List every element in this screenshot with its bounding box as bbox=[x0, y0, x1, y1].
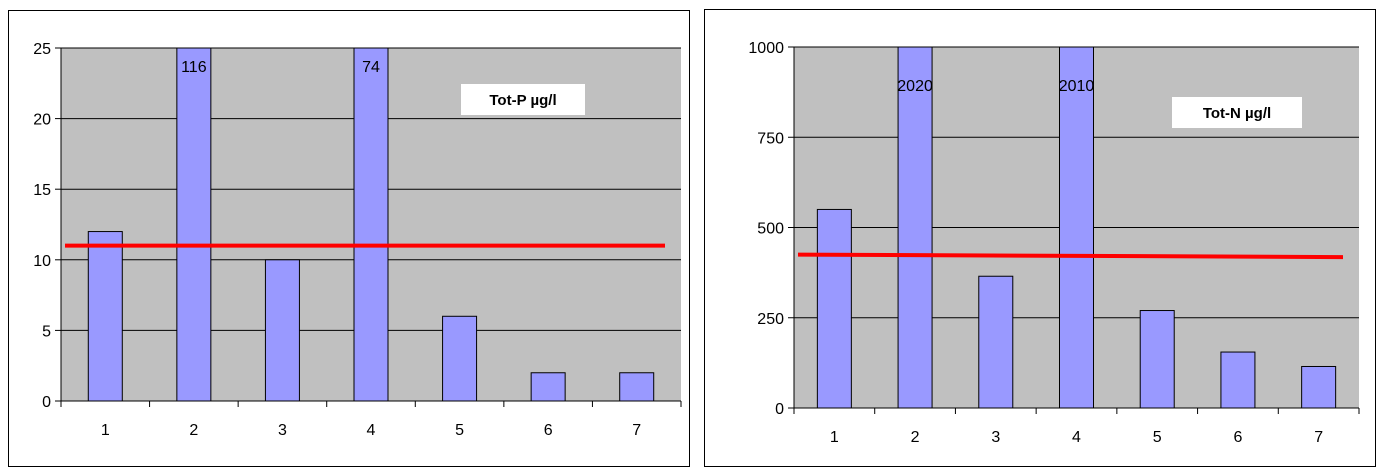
x-tick-label: 1 bbox=[830, 429, 839, 446]
data-label: 2020 bbox=[897, 78, 933, 95]
x-tick-label: 4 bbox=[1072, 429, 1081, 446]
tot-p-chart: 0 5 10 15 20 25 1 2 3 4 5 6 7 116 74 Tot-P µg/l bbox=[8, 10, 690, 467]
data-label: 74 bbox=[362, 59, 380, 76]
bar bbox=[264, 259, 300, 402]
x-tick-label: 4 bbox=[367, 422, 376, 439]
tot-n-chart: 0 250 500 750 1000 1 2 3 4 5 6 7 2020 2010 Tot-N µg/l bbox=[704, 9, 1376, 467]
y-tick-label: 5 bbox=[42, 323, 51, 340]
y-tick-label: 250 bbox=[757, 311, 784, 328]
bar bbox=[530, 372, 566, 402]
y-tick-label: 0 bbox=[775, 401, 784, 418]
x-tick-label: 3 bbox=[991, 429, 1000, 446]
chart-title: Tot-P µg/l bbox=[489, 92, 556, 109]
bar bbox=[442, 315, 478, 402]
y-tick-label: 1000 bbox=[748, 40, 784, 57]
bar bbox=[1059, 46, 1094, 409]
y-tick-label: 500 bbox=[757, 221, 784, 238]
bar bbox=[816, 208, 852, 409]
x-tick-label: 3 bbox=[278, 422, 287, 439]
x-tick-label: 2 bbox=[189, 422, 198, 439]
y-tick-label: 20 bbox=[33, 112, 51, 129]
legend-box bbox=[461, 84, 585, 115]
bar bbox=[87, 231, 123, 402]
bar bbox=[176, 47, 212, 402]
x-tick-label: 1 bbox=[101, 422, 110, 439]
bar bbox=[619, 372, 655, 402]
y-tick-label: 10 bbox=[33, 253, 51, 270]
data-label: 116 bbox=[181, 59, 207, 76]
y-tick-label: 0 bbox=[42, 394, 51, 411]
bar bbox=[897, 46, 933, 409]
bar bbox=[1139, 310, 1175, 409]
x-tick-label: 7 bbox=[632, 422, 641, 439]
x-tick-label: 2 bbox=[911, 429, 920, 446]
y-tick-label: 25 bbox=[33, 41, 51, 58]
reference-line bbox=[797, 252, 1344, 260]
x-tick-label: 5 bbox=[455, 422, 464, 439]
bar bbox=[978, 275, 1014, 409]
bar bbox=[353, 47, 389, 402]
data-label: 2010 bbox=[1059, 78, 1095, 95]
x-tick-label: 6 bbox=[544, 422, 553, 439]
chart-title: Tot-N µg/l bbox=[1203, 105, 1271, 122]
tot-n-chart-svg: 0 250 500 750 1000 1 2 3 4 5 6 7 2020 2010 Tot-N µg/l bbox=[748, 40, 1360, 446]
bar bbox=[1301, 365, 1337, 409]
x-tick-label: 6 bbox=[1233, 429, 1242, 446]
tot-p-chart-svg: 0 5 10 15 20 25 1 2 3 4 5 6 7 116 74 Tot-P µg/l bbox=[33, 41, 682, 439]
y-tick-label: 750 bbox=[757, 130, 784, 147]
x-tick-label: 5 bbox=[1153, 429, 1162, 446]
bar bbox=[1220, 351, 1256, 409]
legend-box bbox=[1172, 97, 1302, 128]
y-tick-label: 15 bbox=[33, 182, 51, 199]
x-tick-label: 7 bbox=[1314, 429, 1323, 446]
